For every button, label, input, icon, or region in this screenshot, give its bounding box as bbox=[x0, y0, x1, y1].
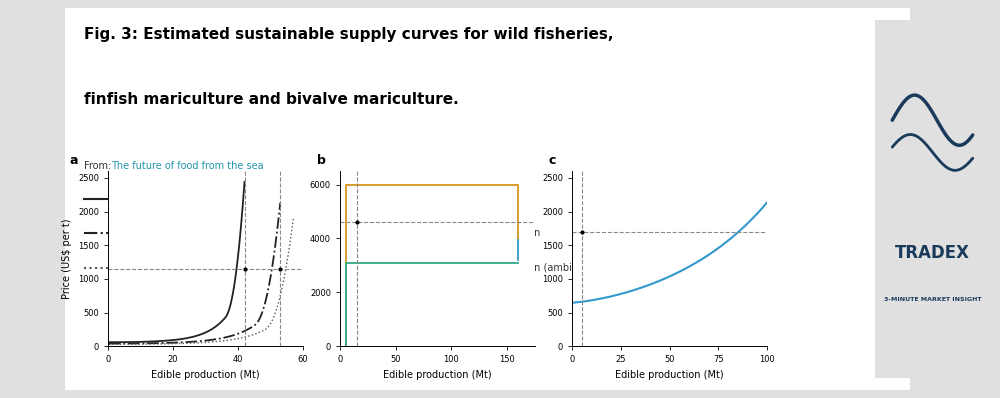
Text: F current: F current bbox=[134, 194, 178, 204]
Text: c: c bbox=[549, 154, 556, 167]
X-axis label: Edible production (Mt): Edible production (Mt) bbox=[383, 370, 492, 380]
Y-axis label: Price (US$ per t): Price (US$ per t) bbox=[62, 219, 72, 299]
Text: Policy reforms: Policy reforms bbox=[420, 194, 489, 204]
Text: From:: From: bbox=[84, 161, 114, 171]
Text: TRADEX: TRADEX bbox=[895, 244, 970, 262]
Text: Technological innovation: Technological innovation bbox=[420, 228, 540, 238]
Text: Fig. 3: Estimated sustainable supply curves for wild fisheries,: Fig. 3: Estimated sustainable supply cur… bbox=[84, 27, 613, 42]
Text: The future of food from the sea: The future of food from the sea bbox=[111, 161, 264, 171]
Text: finfish mariculture and bivalve mariculture.: finfish mariculture and bivalve maricult… bbox=[84, 92, 458, 107]
Text: a: a bbox=[69, 154, 78, 167]
Text: Technological innovation (ambitious): Technological innovation (ambitious) bbox=[420, 263, 599, 273]
Text: 3-MINUTE MARKET INSIGHT: 3-MINUTE MARKET INSIGHT bbox=[884, 297, 981, 302]
Text: Rational reform: Rational reform bbox=[134, 228, 210, 238]
Text: MSY: MSY bbox=[134, 263, 155, 273]
Text: b: b bbox=[317, 154, 325, 167]
X-axis label: Edible production (Mt): Edible production (Mt) bbox=[615, 370, 724, 380]
X-axis label: Edible production (Mt): Edible production (Mt) bbox=[151, 370, 260, 380]
